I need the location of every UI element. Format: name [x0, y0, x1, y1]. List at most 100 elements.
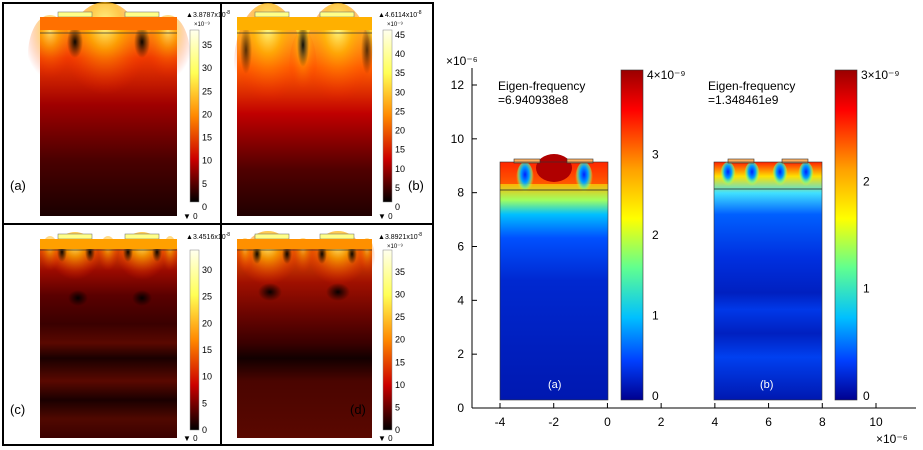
panel-c-electrode [124, 233, 160, 240]
panel-a: ▲3.8787x10-8 ×10⁻⁹ 35 30 25 20 15 10 5 0 ▼ 0 (a… [10, 2, 230, 221]
y-tick-label: 4 [457, 293, 464, 307]
y-tick-label: 6 [457, 240, 464, 254]
panel-a-lobe [65, 2, 145, 118]
panel-a-label: (a) [10, 178, 26, 193]
mode-a-node [516, 162, 534, 198]
mode-a-node [575, 162, 593, 198]
colorbar-tick-label: 5 [395, 402, 400, 412]
mode-b-electrode [727, 158, 755, 164]
x-tick-label: 2 [658, 415, 665, 429]
panel-b-colorbar [382, 29, 393, 203]
panel-a-colorbar-ticks: 35 30 25 20 15 10 5 0 [202, 40, 212, 212]
colorbar-tick-label: 40 [395, 49, 405, 59]
colorbar-tick-label: 30 [202, 265, 212, 275]
panel-d-electrode [319, 233, 355, 240]
mode-b-colorbar-ticks: 2 1 0 [863, 174, 870, 403]
colorbar-tick-label: 25 [202, 86, 212, 96]
colorbar-tick-label: 15 [202, 133, 212, 143]
panel-c-colorbar-ticks: 30 25 20 15 10 5 0 [202, 265, 212, 435]
panel-d-colorbar [382, 249, 393, 431]
colorbar-tick-label: 15 [395, 357, 405, 367]
right-x-exponent: ×10⁻⁶ [876, 432, 908, 446]
colorbar-tick-label: 1 [652, 309, 659, 323]
mode-a-scale-max: 4×10⁻⁹ [647, 68, 686, 82]
colorbar-tick-label: 35 [395, 267, 405, 277]
panel-d: ▲3.8921x10-8 ×10⁻⁹ 35 30 25 20 15 10 5 0 ▼ 0 (d… [237, 231, 422, 443]
panel-a-scale-exponent: ×10⁻⁹ [194, 21, 210, 28]
panel-d-colorbar-ticks: 35 30 25 20 15 10 5 0 [395, 267, 405, 435]
panel-d-min-marker: ▼ 0 [378, 434, 393, 443]
colorbar-tick-label: 15 [395, 145, 405, 155]
panel-a-electrode [57, 11, 93, 18]
mode-a-colorbar-ticks: 3 2 1 0 [652, 148, 659, 404]
y-tick-label: 12 [451, 78, 465, 92]
colorbar-tick-label: 20 [202, 109, 212, 119]
colorbar-tick-label: 5 [202, 179, 207, 189]
panel-a-colorbar [189, 29, 200, 203]
colorbar-tick-label: 10 [202, 372, 212, 382]
colorbar-tick-label: 2 [652, 228, 659, 242]
colorbar-tick-label: 0 [202, 425, 207, 435]
colorbar-tick-label: 10 [202, 156, 212, 166]
x-tick-label: -4 [495, 415, 506, 429]
mode-a-title: Eigen-frequency [498, 79, 585, 93]
panel-b-electrode [319, 11, 355, 18]
panel-a-electrode [124, 11, 160, 18]
right-x-ticks: -4 -2 0 2 4 6 8 10 [495, 403, 883, 429]
x-tick-label: -2 [548, 415, 559, 429]
mode-b-node [772, 162, 788, 190]
right-y-exponent: ×10⁻⁶ [446, 54, 478, 68]
colorbar-tick-label: 20 [202, 318, 212, 328]
panel-a-node [67, 26, 83, 58]
x-tick-label: 4 [712, 415, 719, 429]
mode-a-electrode [513, 158, 541, 164]
colorbar-tick-label: 25 [202, 292, 212, 302]
panel-b-scale-exponent: ×10⁻⁹ [387, 21, 403, 28]
panel-c-electrode [57, 233, 93, 240]
panel-b-min-marker: ▼ 0 [378, 212, 393, 221]
panel-c: ▲3.4516x10-8 30 25 20 15 10 5 0 ▼ 0 (c) [10, 232, 230, 443]
right-y-ticks: 12 10 8 6 4 2 0 [451, 78, 477, 415]
panel-c-max-marker: ▲3.4516x10-8 [186, 232, 230, 241]
mode-b-scale-max: 3×10⁻⁹ [861, 68, 900, 82]
panel-b-max-marker: ▲4.6114x10-8 [378, 10, 422, 19]
mode-b-node [798, 162, 814, 190]
mode-b-value: =1.348461e9 [708, 93, 779, 107]
panel-a-node [134, 26, 150, 58]
panel-d-scale-exponent: ×10⁻⁹ [387, 243, 403, 250]
mode-b-node [744, 162, 760, 190]
y-tick-label: 10 [451, 132, 465, 146]
mode-a-field: (a) [499, 154, 609, 401]
mode-a-colorbar [620, 69, 644, 401]
colorbar-tick-label: 10 [395, 380, 405, 390]
panel-b: ▲4.6114x10-8 ×10⁻⁹ 45 40 35 30 25 20 15 10 5 0 ▼ … [234, 3, 424, 221]
mode-b-field: (b) [713, 158, 823, 401]
colorbar-tick-label: 2 [863, 174, 870, 188]
panel-c-colorbar [189, 249, 200, 431]
panel-c-label: (c) [10, 402, 25, 417]
colorbar-tick-label: 0 [395, 202, 400, 212]
y-tick-label: 2 [457, 347, 464, 361]
colorbar-tick-label: 20 [395, 335, 405, 345]
colorbar-tick-label: 5 [395, 183, 400, 193]
mode-b-label: (b) [760, 379, 773, 391]
colorbar-tick-label: 1 [863, 282, 870, 296]
colorbar-tick-label: 45 [395, 30, 405, 40]
x-tick-label: 8 [819, 415, 826, 429]
panel-b-label: (b) [408, 178, 424, 193]
panel-b-electrode [254, 11, 290, 18]
colorbar-tick-label: 0 [652, 389, 659, 403]
colorbar-tick-label: 35 [395, 68, 405, 78]
mode-b-electrode [781, 158, 809, 164]
colorbar-tick-label: 10 [395, 164, 405, 174]
mode-a-value: =6.940938e8 [498, 93, 569, 107]
colorbar-tick-label: 25 [395, 106, 405, 116]
x-tick-label: 6 [765, 415, 772, 429]
mode-b-colorbar [834, 69, 858, 401]
colorbar-tick-label: 30 [202, 63, 212, 73]
colorbar-tick-label: 3 [652, 148, 659, 162]
panel-b-node [297, 23, 309, 67]
colorbar-tick-label: 5 [202, 398, 207, 408]
